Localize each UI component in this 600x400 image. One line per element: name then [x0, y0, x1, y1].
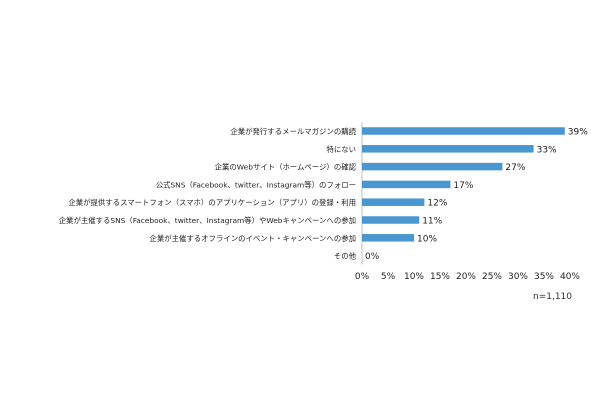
category-label: 企業が主催するSNS（Facebook、twitter、Instagram等）や… — [59, 216, 356, 225]
bar — [362, 216, 420, 224]
value-label: 10% — [417, 234, 437, 244]
value-label: 27% — [505, 163, 525, 173]
sample-size-note: n=1,110 — [532, 292, 572, 302]
value-label: 33% — [537, 145, 557, 155]
x-axis-tick-labels: 0% 5% 10% 15% 20% 25% 30% 35% 40% — [355, 272, 581, 282]
bar — [362, 234, 414, 242]
value-label: 39% — [568, 128, 588, 138]
category-label: 公式SNS（Facebook、twitter、Instagram等）のフォロー — [156, 180, 356, 189]
bar — [362, 145, 534, 153]
category-label: 特にない — [326, 145, 356, 154]
x-tick-label: 20% — [456, 272, 476, 282]
value-label: 0% — [365, 252, 380, 262]
bars — [362, 127, 565, 242]
category-label: 企業が発行するメールマガジンの購読 — [230, 127, 356, 136]
x-tick-label: 0% — [355, 272, 370, 282]
category-labels: 企業が発行するメールマガジンの購読特にない企業のWebサイト（ホームページ）の確… — [59, 127, 357, 261]
value-label: 17% — [453, 181, 473, 191]
category-label: その他 — [334, 252, 357, 261]
value-label: 11% — [422, 217, 442, 227]
value-label: 12% — [427, 199, 447, 209]
bar — [362, 198, 425, 206]
bar — [362, 162, 503, 171]
x-tick-label: 40% — [560, 272, 580, 282]
category-label: 企業が提供するスマートフォン（スマホ）のアプリケーション（アプリ）の登録・利用 — [68, 198, 356, 207]
bar — [362, 180, 451, 189]
value-labels: 39% 33% 27% 17% 12% 11% 10% 0% — [365, 128, 588, 263]
x-tick-label: 15% — [430, 272, 450, 282]
category-label: 企業のWebサイト（ホームページ）の確認 — [215, 163, 357, 172]
x-tick-label: 5% — [381, 272, 396, 282]
bar — [362, 127, 565, 135]
x-tick-label: 25% — [482, 272, 502, 282]
x-tick-label: 10% — [404, 272, 424, 282]
category-label: 企業が主催するオフラインのイベント・キャンペーンへの参加 — [149, 234, 356, 243]
x-tick-label: 35% — [534, 272, 554, 282]
x-tick-label: 30% — [508, 272, 528, 282]
